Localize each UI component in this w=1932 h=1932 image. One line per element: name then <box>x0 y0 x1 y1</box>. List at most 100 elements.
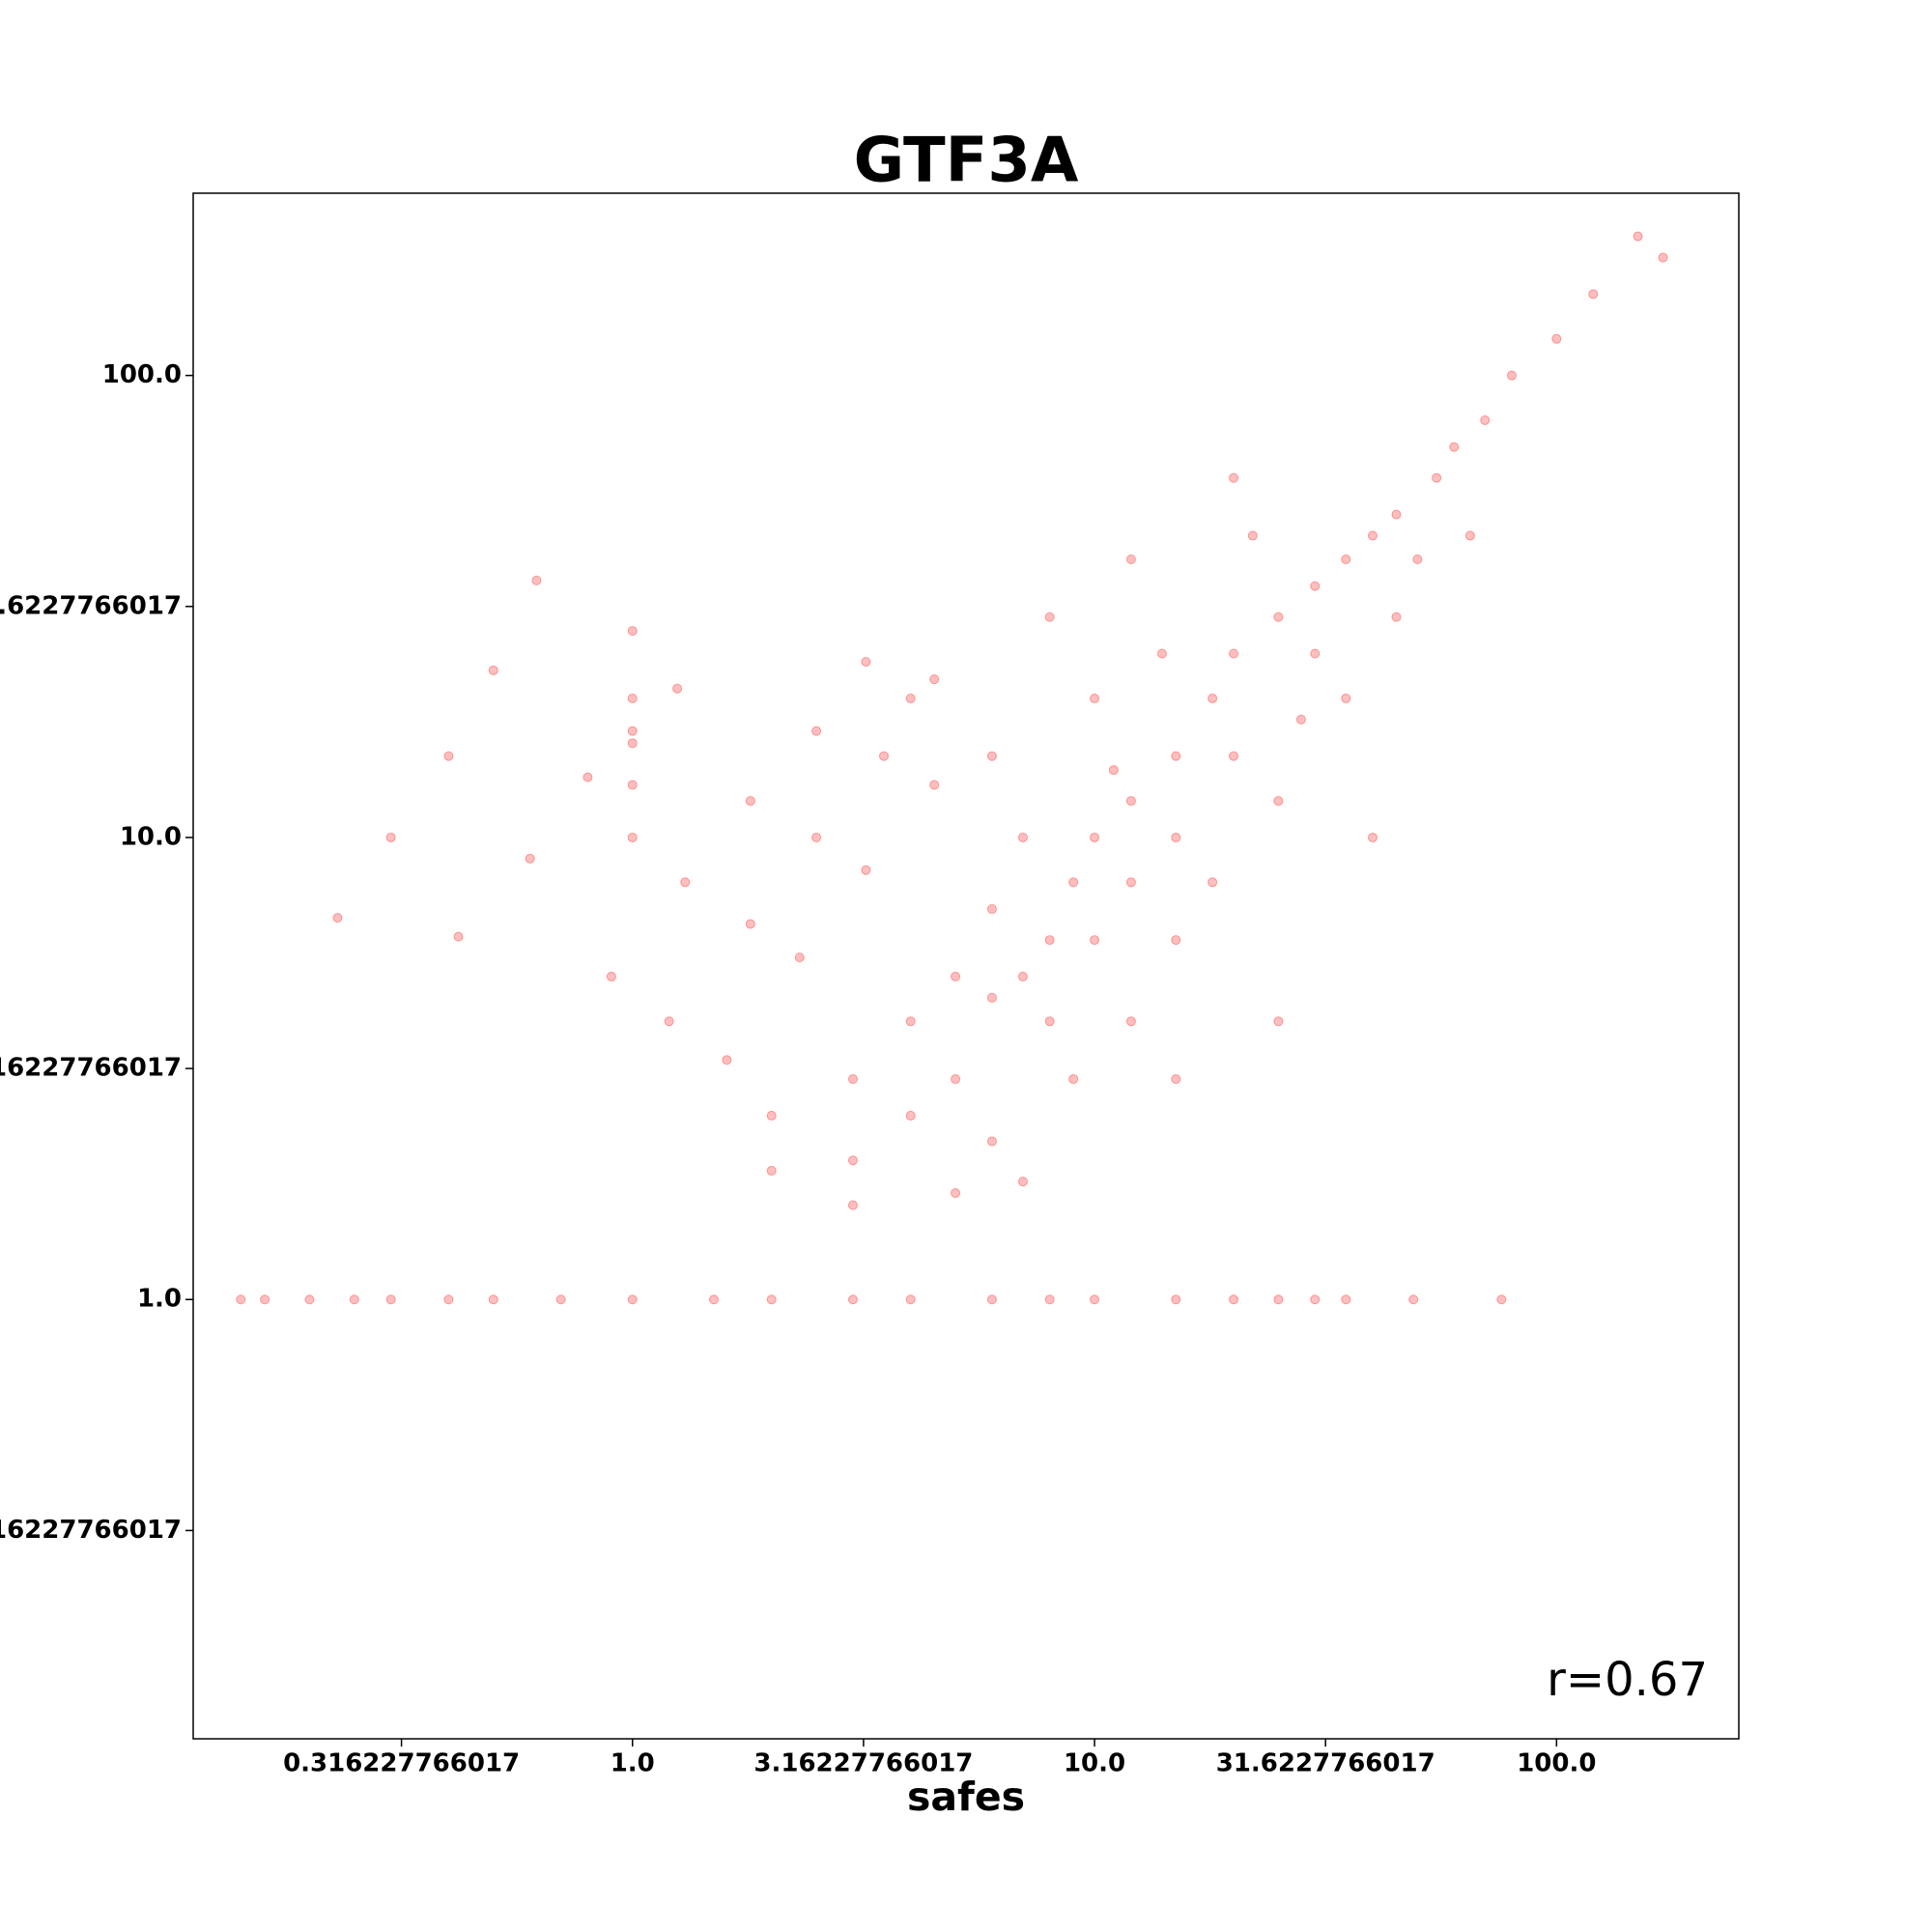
point <box>1017 971 1028 981</box>
x-tick-label: 31.6227766017 <box>1216 1749 1435 1778</box>
point <box>1017 1177 1028 1187</box>
point <box>861 657 871 668</box>
point <box>627 725 638 736</box>
point <box>627 1294 638 1305</box>
point <box>1247 530 1258 541</box>
x-tick-label: 3.16227766017 <box>753 1749 973 1778</box>
y-tick-label: 100.0 <box>102 360 182 389</box>
point <box>531 575 542 585</box>
point <box>708 1294 719 1305</box>
point <box>1658 252 1668 263</box>
point <box>1090 1294 1100 1305</box>
point <box>443 751 454 761</box>
point <box>525 853 535 864</box>
point <box>1068 877 1079 888</box>
point <box>1633 231 1643 242</box>
point <box>385 1294 396 1305</box>
plot-frame <box>192 192 1740 1740</box>
point <box>951 1074 961 1085</box>
point <box>1171 751 1181 761</box>
point <box>951 1188 961 1199</box>
point <box>1310 1294 1321 1305</box>
point <box>1496 1294 1507 1305</box>
point <box>1208 693 1218 703</box>
point <box>1412 554 1423 564</box>
point <box>1341 693 1351 703</box>
point <box>1171 1294 1181 1305</box>
point <box>304 1294 315 1305</box>
x-tick-label: 10.0 <box>1064 1749 1125 1778</box>
point <box>1044 1016 1055 1027</box>
annotation: r=0.67 <box>1547 1653 1708 1707</box>
point <box>627 780 638 790</box>
point <box>1090 693 1100 703</box>
point <box>1090 832 1100 842</box>
point <box>672 683 683 694</box>
point <box>1208 877 1218 888</box>
point <box>1273 796 1284 807</box>
point <box>664 1016 674 1027</box>
point <box>385 832 396 842</box>
point <box>332 913 343 923</box>
point <box>488 1294 498 1305</box>
point <box>929 780 940 790</box>
point <box>1368 832 1378 842</box>
point <box>1229 1294 1239 1305</box>
point <box>811 725 822 736</box>
y-tick-label: 3.16227766017 <box>0 1054 182 1083</box>
point <box>236 1294 246 1305</box>
point <box>766 1294 777 1305</box>
x-tick-label: 1.0 <box>611 1749 655 1778</box>
point <box>1310 581 1321 591</box>
point <box>986 904 997 915</box>
point <box>453 931 464 942</box>
point <box>745 919 755 929</box>
y-tick-label: 1.0 <box>137 1285 182 1314</box>
point <box>745 796 755 807</box>
point <box>1295 714 1306 724</box>
point <box>766 1165 777 1176</box>
point <box>1273 1016 1284 1027</box>
point <box>1229 751 1239 761</box>
point <box>1044 935 1055 946</box>
point <box>929 674 940 685</box>
point <box>861 865 871 875</box>
point <box>627 693 638 703</box>
point <box>488 665 498 675</box>
point <box>905 1294 916 1305</box>
point <box>794 952 805 963</box>
point <box>847 1200 858 1210</box>
point <box>905 693 916 703</box>
point <box>627 738 638 749</box>
chart-title: GTF3A <box>854 126 1079 197</box>
point <box>1229 472 1239 483</box>
point <box>1310 648 1321 659</box>
point <box>582 772 593 782</box>
point <box>1273 1294 1284 1305</box>
point <box>1341 1294 1351 1305</box>
point <box>847 1294 858 1305</box>
point <box>1229 648 1239 659</box>
point <box>606 971 616 981</box>
x-tick-label: 0.316227766017 <box>283 1749 520 1778</box>
point <box>766 1110 777 1121</box>
point <box>1171 935 1181 946</box>
point <box>260 1294 270 1305</box>
point <box>1464 530 1475 541</box>
point <box>349 1294 359 1305</box>
point <box>627 832 638 842</box>
point <box>1171 1074 1181 1085</box>
y-tick-label: 0.316227766017 <box>0 1516 182 1545</box>
point <box>1171 832 1181 842</box>
y-tick-label: 31.6227766017 <box>0 591 182 620</box>
point <box>1449 441 1460 452</box>
point <box>1368 530 1378 541</box>
point <box>443 1294 454 1305</box>
point <box>1125 796 1136 807</box>
point <box>1588 289 1599 299</box>
point <box>1273 611 1284 622</box>
point <box>722 1055 732 1065</box>
point <box>1156 648 1167 659</box>
point <box>1480 415 1491 426</box>
